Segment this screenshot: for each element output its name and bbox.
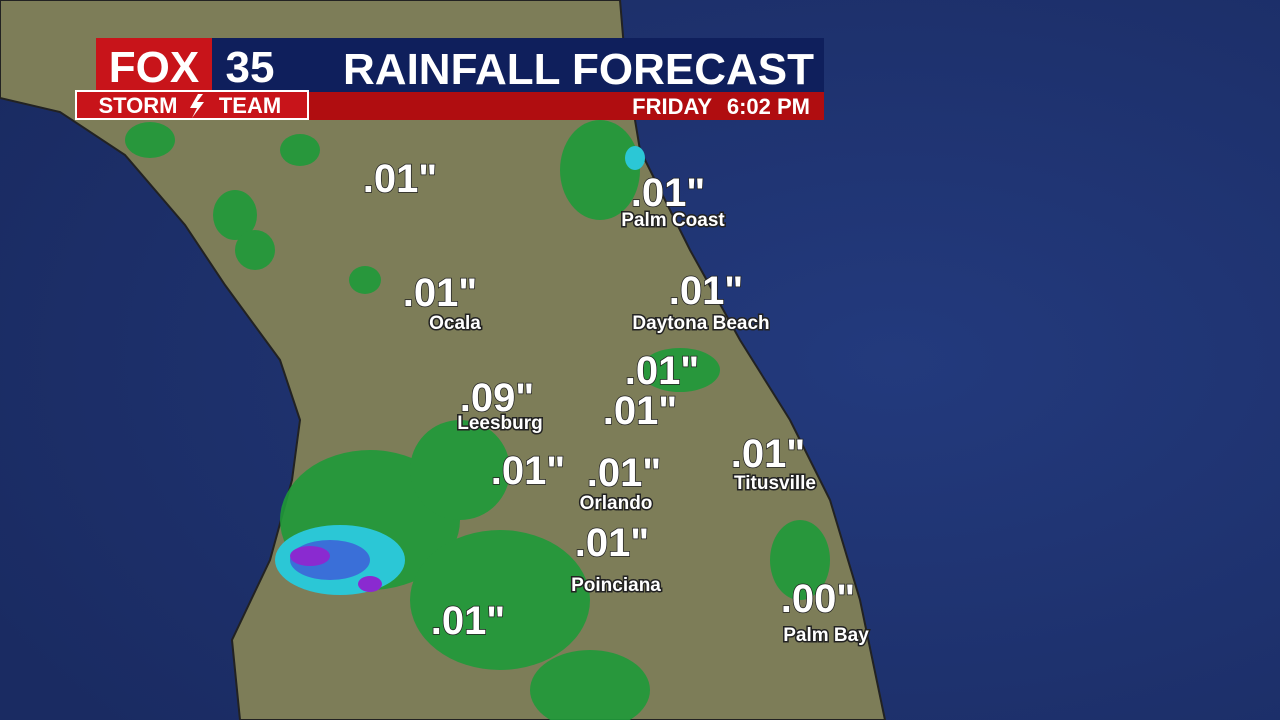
logo-box (96, 38, 212, 90)
amount: .01" (625, 349, 700, 393)
place: Orlando (580, 493, 653, 514)
amount: .01" (491, 449, 566, 493)
title: RAINFALL FORECAST (343, 45, 814, 94)
place: Ocala (429, 313, 481, 334)
rain-heavy (275, 146, 645, 595)
day: FRIDAY (632, 94, 712, 119)
title-bar (96, 38, 824, 92)
amount: .01" (575, 521, 650, 565)
amount: .00" (781, 577, 856, 621)
time-bar (300, 92, 824, 120)
amount: .01" (669, 269, 744, 313)
amount: .01" (631, 171, 706, 215)
channel: 35 (226, 43, 275, 92)
place: Palm Bay (783, 625, 869, 646)
place: Leesburg (457, 413, 543, 434)
rain-light (125, 120, 830, 720)
amount: .01" (431, 599, 506, 643)
forecast-labels: .01" .01"Palm Coast.01"Ocala.01"Daytona B… (362, 156, 871, 647)
amount: .09" (460, 376, 535, 420)
place: Titusville (734, 473, 816, 494)
place: Poinciana (571, 575, 661, 596)
bolt (190, 94, 204, 118)
amount: .01" (603, 389, 678, 433)
amount: .01" (587, 451, 662, 495)
amount: .01" (403, 271, 478, 315)
place: Daytona Beach (632, 313, 769, 334)
brand: FOX (109, 43, 199, 92)
header: FOX 35 STORM TEAM RAINFALL FORECAST FRID… (75, 38, 824, 120)
amount: .01" (731, 432, 806, 476)
amount: .01" (363, 157, 438, 201)
team: TEAM (219, 93, 281, 118)
place: Palm Coast (621, 210, 725, 231)
storm: STORM (98, 93, 177, 118)
time: 6:02 PM (727, 94, 810, 119)
